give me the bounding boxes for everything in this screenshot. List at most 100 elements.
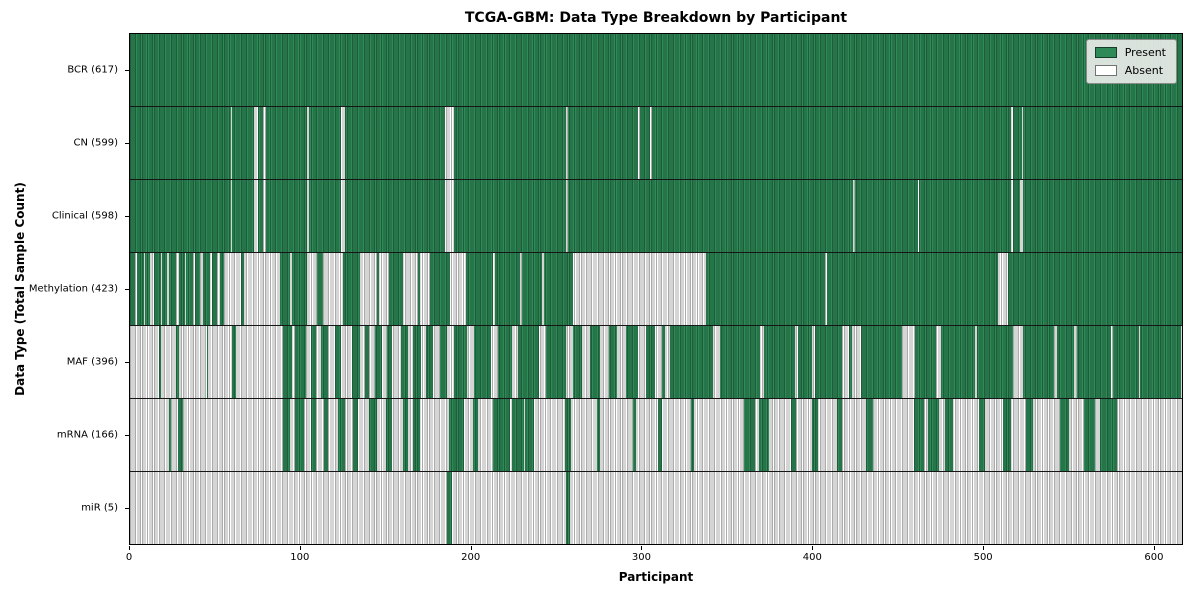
present-run [232,326,236,398]
present-run [661,326,665,398]
x-tick-mark [299,546,301,550]
absent-run [1012,326,1023,398]
present-run [169,399,171,471]
legend-label-present: Present [1124,46,1166,59]
present-run [1022,326,1054,398]
absent-run [477,399,493,471]
present-run [153,253,161,325]
heatmap-row-MAF [130,326,1182,399]
absent-run [1111,326,1114,398]
heatmap-row-CN [130,107,1182,180]
present-run [440,326,447,398]
absent-run [491,326,499,398]
present-run [232,107,255,179]
absent-run [305,326,311,398]
absent-run [569,472,1182,544]
present-run [639,107,650,179]
x-tick-label-600: 600 [1144,552,1164,563]
y-tick-mark [125,362,129,364]
absent-run [445,180,454,252]
absent-run [382,326,388,398]
present-run [976,326,1013,398]
present-run [387,326,393,398]
absent-run [1011,107,1014,179]
absent-run [327,399,338,471]
present-run [169,253,176,325]
absent-run [794,326,798,398]
absent-run [407,326,413,398]
x-tick-label-500: 500 [973,552,993,563]
heatmap-row-mRNA [130,399,1182,472]
present-run [368,399,378,471]
present-run [453,326,468,398]
absent-run [235,326,284,398]
present-run [1002,399,1012,471]
absent-run [1068,399,1085,471]
present-run [283,399,291,471]
present-run [854,180,918,252]
present-run [291,253,308,325]
absent-run [216,253,221,325]
absent-run [419,253,430,325]
present-run [176,326,180,398]
absent-run [917,180,920,252]
absent-run [135,253,137,325]
present-run [426,326,434,398]
present-run [646,326,655,398]
absent-run [143,253,146,325]
absent-run [392,326,401,398]
y-tick-mark [125,435,129,437]
present-run [1013,107,1022,179]
absent-run [378,253,389,325]
legend-item-absent: Absent [1094,64,1166,77]
absent-run [254,180,258,252]
present-run [453,107,567,179]
absent-run [566,107,569,179]
present-run [266,180,308,252]
absent-run [1116,399,1182,471]
absent-run [407,399,413,471]
absent-run [175,253,180,325]
x-axis-label: Participant [618,570,694,584]
absent-run [160,253,163,325]
present-run [608,326,618,398]
present-run [353,399,359,471]
absent-run [322,253,343,325]
absent-run [421,326,427,398]
present-run [308,180,342,252]
present-run [866,399,874,471]
present-run [1113,326,1139,398]
absent-run [649,107,652,179]
present-run [944,399,954,471]
absent-run [223,253,241,325]
present-run [412,326,422,398]
present-run [453,180,567,252]
absent-run [1073,326,1078,398]
absent-run [712,326,720,398]
y-axis-tick-labels: BCR (617) CN (599) Clinical (598) Methylati… [0,33,125,545]
present-run [658,399,662,471]
absent-run [654,326,662,398]
present-run [158,326,161,398]
present-run [743,399,756,471]
absent-run [664,326,671,398]
present-run [919,180,1012,252]
present-run [494,253,521,325]
absent-run [661,399,691,471]
present-run [564,399,572,471]
x-axis-ticks: 0 100 200 300 400 500 600 [126,546,1183,566]
absent-run [303,399,311,471]
present-run [625,326,638,398]
present-run [544,253,574,325]
present-run [283,326,292,398]
absent-run [581,326,591,398]
legend-item-present: Present [1094,46,1166,59]
absent-run [852,326,861,398]
absent-run [636,399,659,471]
absent-run [600,326,609,398]
present-run [545,326,567,398]
absent-run [638,107,640,179]
absent-run [170,399,178,471]
absent-run [901,326,916,398]
x-tick-mark [641,546,643,550]
